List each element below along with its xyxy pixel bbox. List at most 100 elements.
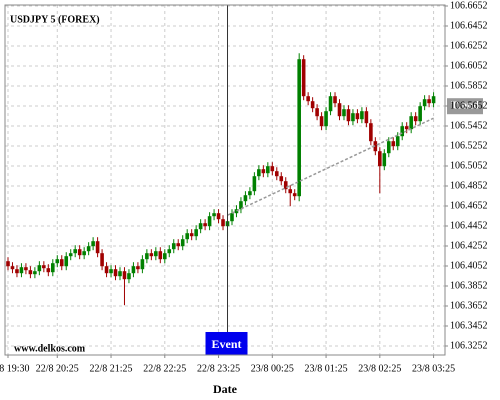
candle-body [77,249,82,256]
candle-body [162,253,167,260]
y-tick-label: 106.6252 [450,40,488,51]
candle-body [360,111,364,120]
candle-body [194,229,198,237]
candle-body [404,126,409,130]
candle-body [82,251,86,256]
candle-body [261,169,266,174]
candle-body [158,251,163,260]
y-tick-label: 106.5452 [450,120,488,131]
candle-body [167,249,172,254]
candle-body [46,268,51,273]
plot-area [5,5,445,355]
candle-body [333,96,337,104]
chart-title: USDJPY 5 (FOREX) [10,14,100,25]
candle-body [292,193,297,197]
candle-body [100,253,104,267]
candle-body [154,251,158,257]
candle-body [346,109,351,122]
candle-body [149,253,154,257]
annotations: Trend Event [205,5,483,355]
axes: 106.6652 106.6452 106.6252 106.6052 106.5852… [0,0,488,374]
x-tick-label: 22/8 21:25 [90,363,133,374]
candle-body [10,266,15,270]
candle-body [15,269,19,274]
x-tick-label: 22/8 19:30 [0,363,30,374]
candle-body [171,243,176,250]
candle-body [122,271,127,280]
candle-body [50,263,55,273]
candle-body [369,123,373,142]
candle-body [212,213,216,217]
candle-body [409,116,413,130]
y-tick-label: 106.4452 [450,220,488,231]
candle-body [55,259,60,264]
candle-body [315,108,319,117]
candle-body [373,141,378,152]
candle-body [427,99,431,104]
candle-body [42,265,46,269]
y-tick-label: 106.4252 [450,240,488,251]
candle-body [234,209,239,214]
x-tick-label: 23/8 00:25 [251,363,294,374]
trend-line [227,117,434,216]
y-tick-label: 106.3452 [450,320,488,331]
plot-border [4,4,446,356]
candle-body [306,96,310,102]
candle-body [136,266,140,270]
candle-body [95,241,100,254]
y-tick-label: 106.5252 [450,140,488,151]
candle-body [310,101,315,109]
candle-body [418,106,422,122]
y-tick-label: 106.4052 [450,260,488,271]
candle-body [422,99,427,107]
candle-body [400,126,405,137]
y-tick-label: 106.4852 [450,180,488,191]
candle-body [216,213,221,220]
trend-label-box [447,98,483,115]
candle-body [301,59,306,97]
candle-body [59,259,64,267]
event-label-box [205,332,248,355]
candle-body [127,273,131,280]
candle-body [189,233,194,237]
candle-body [28,270,33,275]
candle-body [207,216,212,227]
candle-body [145,253,149,260]
y-tick-label: 106.6052 [450,60,488,71]
y-tick-label: 106.5852 [450,80,488,91]
candle-body [431,96,436,104]
candle-body [248,191,252,196]
y-tick-label: 106.5652 [450,100,488,111]
candle-body [221,219,225,227]
candle-body [198,223,203,230]
candle-body [109,269,113,274]
trend-label: Trend [451,100,479,112]
candle-body [324,111,328,127]
candle-body [395,136,400,147]
y-tick-label: 106.3852 [450,280,488,291]
candle-body [180,239,185,247]
x-tick-label: 22/8 23:25 [197,363,240,374]
candle-body [328,96,333,112]
candle-body [6,261,10,267]
candle-body [86,246,91,252]
candle-body [297,59,301,197]
y-tick-label: 106.3652 [450,300,488,311]
candle-body [104,266,109,274]
candle-body [319,116,324,127]
x-tick-label: 22/8 20:25 [36,363,79,374]
y-tick-label: 106.4652 [450,200,488,211]
candle-body [337,103,342,117]
candle-body [131,266,136,274]
y-tick-label: 106.3252 [450,340,488,351]
candle-body [185,233,189,240]
candle-body [386,141,391,154]
candle-body [279,176,284,182]
candle-body [270,166,275,172]
x-tick-label: 23/8 01:25 [305,363,348,374]
candle-body [37,265,42,272]
candle-body [391,141,396,147]
x-tick-label: 22/8 22:25 [143,363,186,374]
candle-body [243,195,248,202]
